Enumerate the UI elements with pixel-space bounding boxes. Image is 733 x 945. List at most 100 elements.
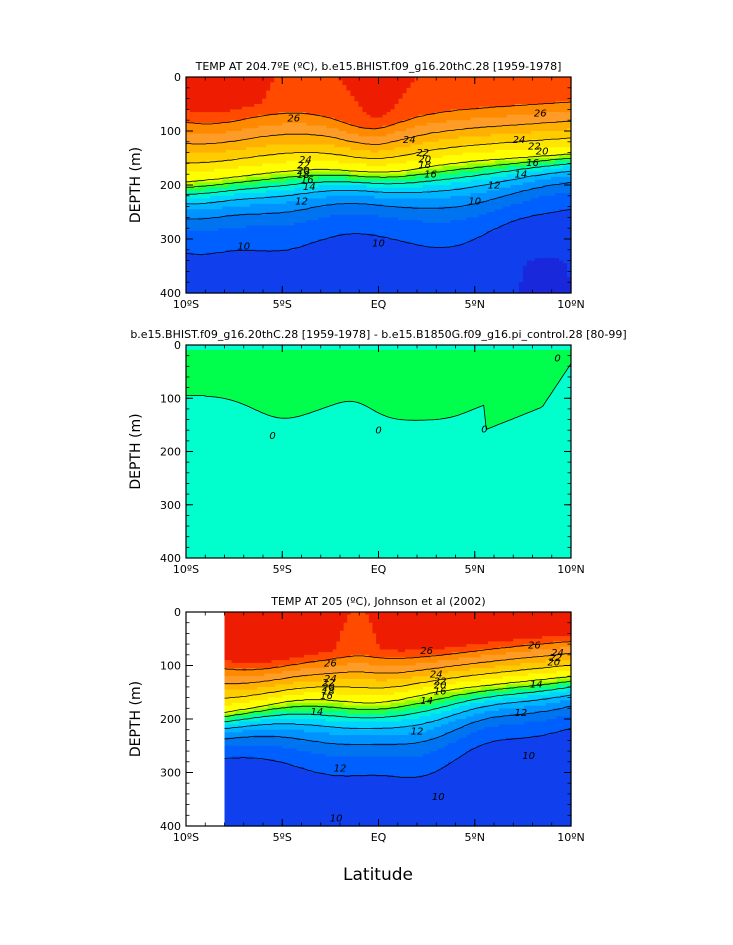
contour-cell: [274, 268, 279, 272]
contour-cell: [214, 244, 219, 248]
contour-cell: [210, 233, 215, 237]
contour-cell: [186, 233, 191, 237]
contour-cell: [194, 136, 199, 140]
contour-cell: [222, 87, 227, 92]
contour-cell: [246, 206, 251, 210]
contour-cell: [250, 182, 255, 186]
contour-cell: [202, 203, 207, 208]
contour-cell: [238, 185, 243, 189]
contour-cell: [190, 255, 195, 259]
contour-cell: [198, 212, 203, 216]
contour-cell: [266, 114, 271, 119]
contour-cell: [234, 225, 239, 229]
contour-cell: [214, 106, 219, 110]
contour-cell: [258, 82, 263, 86]
contour-cell: [254, 182, 259, 186]
contour-cell: [230, 274, 235, 278]
contour-cell: [214, 176, 219, 181]
contour-cell: [230, 114, 235, 119]
contour-cell: [198, 120, 203, 124]
contour-cell: [282, 104, 287, 108]
contour-cell: [282, 185, 287, 189]
contour-cell: [218, 276, 223, 281]
contour-cell: [250, 198, 255, 202]
contour-cell: [190, 198, 195, 202]
contour-cell: [242, 203, 247, 208]
contour-cell: [290, 166, 295, 170]
contour-cell: [250, 125, 255, 129]
contour-cell: [222, 144, 227, 148]
contour-cell: [258, 193, 263, 197]
contour-cell: [282, 109, 287, 113]
contour-cell: [186, 279, 191, 283]
contour-cell: [242, 287, 247, 291]
contour-cell: [282, 120, 287, 124]
contour-cell: [214, 209, 219, 213]
contour-cell: [210, 244, 215, 248]
contour-cell: [270, 220, 275, 224]
contour-cell: [210, 182, 215, 186]
contour-cell: [226, 198, 231, 202]
contour-cell: [266, 214, 271, 218]
contour-cell: [230, 163, 235, 167]
contour-cell: [258, 190, 263, 194]
contour-cell: [214, 133, 219, 137]
contour-cell: [186, 152, 191, 156]
contour-cell: [202, 82, 207, 86]
contour-cell: [210, 236, 215, 240]
contour-cell: [278, 206, 283, 210]
contour-cell: [226, 149, 231, 154]
contour-cell: [294, 104, 299, 108]
contour-cell: [230, 284, 235, 289]
contour-cell: [290, 139, 295, 143]
contour-cell: [254, 106, 259, 110]
contour-cell: [214, 236, 219, 240]
contour-cell: [294, 239, 299, 243]
contour-cell: [254, 206, 259, 210]
contour-cell: [230, 206, 235, 210]
contour-cell: [290, 77, 295, 81]
contour-cell: [246, 266, 251, 270]
contour-cell: [214, 168, 219, 173]
contour-cell: [198, 266, 203, 270]
contour-cell: [238, 144, 243, 148]
contour-cell: [242, 249, 247, 254]
contour-cell: [218, 133, 223, 137]
contour-cell: [238, 93, 243, 97]
contour-cell: [266, 136, 271, 140]
contour-cell: [266, 176, 271, 181]
contour-cell: [250, 171, 255, 175]
contour-cell: [234, 106, 239, 110]
contour-cell: [274, 282, 279, 286]
contour-cell: [194, 244, 199, 248]
contour-cell: [254, 160, 259, 164]
contour-cell: [210, 122, 215, 127]
contour-cell: [214, 128, 219, 132]
contour-cell: [186, 206, 191, 210]
contour-cell: [270, 228, 275, 232]
contour-cell: [266, 287, 271, 291]
contour-cell: [282, 93, 287, 97]
contour-cell: [226, 209, 231, 213]
contour-cell: [210, 79, 215, 83]
contour-cell: [226, 93, 231, 97]
contour-cell: [274, 128, 279, 132]
contour-cell: [230, 131, 235, 135]
contour-cell: [294, 112, 299, 116]
contour-cell: [282, 98, 287, 102]
contour-cell: [266, 239, 271, 243]
contour-cell: [258, 144, 263, 148]
contour-cell: [238, 252, 243, 256]
contour-cell: [290, 98, 295, 102]
contour-cell: [238, 268, 243, 272]
contour-cell: [238, 79, 243, 83]
contour-cell: [222, 93, 227, 97]
contour-cell: [214, 249, 219, 254]
contour-cell: [250, 104, 255, 108]
contour-cell: [206, 85, 211, 89]
contour-cell: [226, 287, 231, 291]
contour-cell: [198, 225, 203, 229]
contour-cell: [258, 117, 263, 121]
contour-cell: [254, 144, 259, 148]
contour-cell: [222, 206, 227, 210]
